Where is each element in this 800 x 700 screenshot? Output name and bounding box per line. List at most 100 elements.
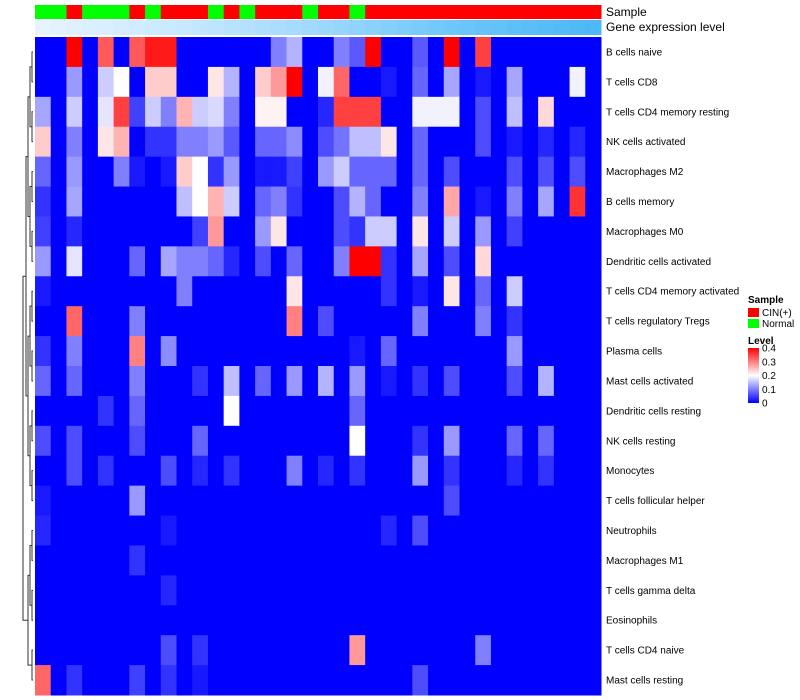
- heatmap-cell: [286, 126, 303, 158]
- heatmap-cell: [333, 186, 350, 217]
- expression-level-cell: [506, 20, 523, 35]
- expression-level-cell: [223, 20, 240, 35]
- expression-level-cell: [428, 20, 445, 35]
- sample-cell: [506, 5, 523, 19]
- heatmap-cell: [113, 96, 130, 128]
- heatmap-cell: [459, 366, 476, 397]
- heatmap-cell: [97, 186, 115, 217]
- heatmap-cell: [255, 66, 272, 98]
- row-label: Dendritic cells activated: [606, 257, 711, 268]
- heatmap-cell: [207, 66, 225, 98]
- heatmap-cell: [66, 246, 83, 277]
- heatmap-cell: [522, 635, 539, 666]
- heatmap-cell: [66, 366, 83, 397]
- heatmap-cell: [270, 186, 288, 217]
- heatmap-cell: [207, 605, 225, 636]
- row-label: Dendritic cells resting: [606, 406, 701, 417]
- heatmap-cell: [396, 66, 413, 98]
- heatmap-cell: [428, 66, 445, 98]
- heatmap-cell: [365, 665, 382, 696]
- heatmap-cell: [443, 605, 460, 636]
- heatmap-cell: [129, 515, 146, 546]
- heatmap-cell: [412, 485, 429, 517]
- dendrogram-branch: [31, 649, 33, 681]
- heatmap-cell: [50, 665, 67, 696]
- heatmap-cell: [428, 126, 445, 158]
- heatmap-cell: [585, 96, 602, 128]
- heatmap-cell: [475, 336, 492, 367]
- heatmap-cell: [160, 186, 177, 217]
- heatmap-cell: [176, 575, 193, 606]
- heatmap-cell: [396, 186, 413, 217]
- heatmap-cell: [223, 96, 240, 128]
- heatmap-cell: [459, 66, 476, 98]
- heatmap-cell: [538, 37, 555, 68]
- heatmap-cell: [459, 545, 476, 576]
- expression-level-cell: [459, 20, 476, 35]
- heatmap-cell: [50, 395, 67, 427]
- heatmap-cell: [428, 306, 445, 337]
- heatmap-cell: [160, 96, 177, 128]
- heatmap-cell: [302, 216, 319, 247]
- legend-cin-swatch: [748, 308, 759, 317]
- heatmap-cell: [97, 126, 115, 158]
- heatmap-cell: [145, 216, 162, 247]
- heatmap-cell: [318, 366, 335, 397]
- heatmap-cell: [223, 485, 240, 517]
- row-label: Neutrophils: [606, 526, 657, 537]
- heatmap-cell: [443, 126, 460, 158]
- heatmap-cell: [160, 455, 177, 487]
- heatmap-cell: [302, 605, 319, 636]
- heatmap-cell: [333, 515, 350, 546]
- heatmap-cell: [270, 37, 288, 68]
- heatmap-cell: [380, 306, 398, 337]
- legend-normal-swatch: [748, 319, 759, 328]
- heatmap-cell: [553, 96, 571, 128]
- heatmap-cell: [490, 186, 508, 217]
- heatmap-cell: [553, 156, 571, 188]
- heatmap-cell: [145, 96, 162, 128]
- heatmap-cell: [396, 156, 413, 188]
- heatmap-cell: [585, 126, 602, 158]
- heatmap-cell: [553, 665, 571, 696]
- heatmap-cell: [286, 366, 303, 397]
- expression-level-cell: [365, 20, 382, 35]
- heatmap-cell: [192, 485, 209, 517]
- heatmap-cell: [302, 515, 319, 546]
- heatmap-cell: [160, 635, 177, 666]
- heatmap-cell: [302, 575, 319, 606]
- expression-track-label: Gene expression level: [606, 20, 725, 34]
- heatmap-cell: [255, 246, 272, 277]
- heatmap-cell: [192, 37, 209, 68]
- heatmap-cell: [223, 665, 240, 696]
- heatmap-cell: [428, 156, 445, 188]
- heatmap-cell: [255, 455, 272, 487]
- heatmap-cell: [585, 605, 602, 636]
- heatmap-cell: [553, 605, 571, 636]
- heatmap-cell: [223, 306, 240, 337]
- heatmap-cell: [223, 246, 240, 277]
- heatmap-cell: [239, 66, 256, 98]
- heatmap-cell: [475, 66, 492, 98]
- heatmap-cell: [475, 665, 492, 696]
- heatmap-cell: [490, 395, 508, 427]
- heatmap-cell: [302, 665, 319, 696]
- heatmap-cell: [176, 665, 193, 696]
- expression-level-cell: [286, 20, 303, 35]
- heatmap-cell: [145, 635, 162, 666]
- heatmap-cell: [35, 635, 52, 666]
- heatmap-cell: [506, 366, 523, 397]
- heatmap-cell: [50, 216, 67, 247]
- row-label: T cells CD4 memory activated: [606, 287, 739, 298]
- heatmap-cell: [380, 395, 398, 427]
- heatmap-cell: [255, 96, 272, 128]
- heatmap-cell: [113, 246, 130, 277]
- heatmap-cell: [113, 515, 130, 546]
- heatmap-cell: [506, 336, 523, 367]
- heatmap-cell: [490, 635, 508, 666]
- heatmap-cell: [380, 246, 398, 277]
- heatmap-cell: [538, 425, 555, 457]
- heatmap-cell: [113, 156, 130, 188]
- heatmap-cell: [270, 575, 288, 606]
- heatmap-cell: [443, 216, 460, 247]
